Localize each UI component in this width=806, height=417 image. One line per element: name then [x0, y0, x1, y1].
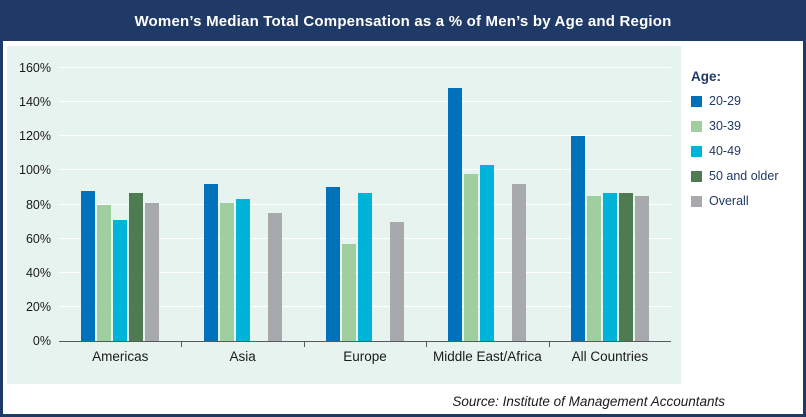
bar-50-and-older	[618, 192, 633, 341]
legend-title: Age:	[691, 69, 721, 84]
chart-content: Americas Asia Europe Middle East/Africa All …	[3, 41, 803, 388]
gridline	[59, 169, 671, 171]
bar-group: All Countries	[549, 68, 671, 364]
legend-swatch	[691, 145, 702, 157]
legend-label: Overall	[709, 194, 749, 208]
bar-20-29	[326, 187, 341, 341]
legend-label: 40-49	[709, 144, 741, 158]
legend-item: 30-39	[691, 119, 797, 133]
x-axis-boundary-tick	[426, 341, 428, 347]
chart-panel: Americas Asia Europe Middle East/Africa All …	[7, 46, 681, 384]
legend-item: Overall	[691, 194, 797, 208]
y-axis-tick-label: 20%	[25, 299, 51, 314]
legend: Age: 20-29 30-39 40-49 50 and older Overall	[681, 41, 803, 388]
legend-item: 50 and older	[691, 169, 797, 183]
y-axis-tick-label: 60%	[25, 231, 51, 246]
bar-30-39	[586, 195, 601, 341]
gridline	[59, 135, 671, 137]
bar-30-39	[342, 243, 357, 341]
legend-swatch	[691, 195, 702, 207]
bar-overall	[145, 202, 160, 341]
bar-40-49	[235, 199, 250, 341]
y-axis-tick-label: 160%	[19, 61, 51, 75]
bar-20-29	[81, 190, 96, 341]
x-axis-boundary-tick	[303, 341, 305, 347]
legend-item: 40-49	[691, 144, 797, 158]
bar-30-39	[464, 173, 479, 341]
legend-label: 30-39	[709, 119, 741, 133]
y-axis-tick-label: 0%	[32, 334, 51, 348]
bar-40-49	[113, 219, 128, 341]
legend-label: 50 and older	[709, 169, 779, 183]
source-text: Source: Institute of Management Accounta…	[452, 393, 725, 409]
bar-overall	[267, 213, 282, 341]
y-axis-tick-label: 120%	[19, 129, 51, 144]
y-axis-tick-label: 40%	[25, 265, 51, 280]
bar-group: Middle East/Africa	[426, 68, 548, 364]
footer: Source: Institute of Management Accounta…	[3, 388, 803, 414]
bar-group: Americas	[59, 68, 181, 364]
bar-30-39	[97, 204, 112, 341]
legend-label: 20-29	[709, 94, 741, 108]
legend-items: 20-29 30-39 40-49 50 and older Overall	[691, 94, 797, 208]
bar-20-29	[448, 88, 463, 341]
bar-overall	[634, 195, 649, 341]
y-axis-tick-label: 100%	[19, 163, 51, 178]
x-axis-label: Asia	[229, 349, 256, 364]
chart-title: Women’s Median Total Compensation as a %…	[3, 3, 803, 41]
gridline	[59, 101, 671, 103]
x-axis-label: Americas	[92, 349, 149, 364]
y-axis-tick-label: 140%	[19, 95, 51, 110]
x-axis-boundary-tick	[181, 341, 183, 347]
bar-30-39	[219, 202, 234, 341]
bar-20-29	[203, 184, 218, 341]
x-axis-label: Europe	[343, 349, 387, 364]
legend-swatch	[691, 170, 702, 182]
legend-swatch	[691, 95, 702, 107]
gridline	[59, 67, 671, 68]
bar-20-29	[570, 136, 585, 341]
bar-group: Europe	[304, 68, 426, 364]
bar-groups: Americas Asia Europe Middle East/Africa All …	[59, 68, 671, 364]
bar-group: Asia	[181, 68, 303, 364]
x-axis-boundary-tick	[548, 341, 550, 347]
legend-item: 20-29	[691, 94, 797, 108]
y-axis-tick-label: 80%	[25, 197, 51, 212]
bar-40-49	[480, 165, 495, 341]
x-axis-label: Middle East/Africa	[433, 349, 542, 364]
bar-40-49	[602, 192, 617, 341]
bar-50-and-older	[129, 192, 144, 341]
bar-overall	[390, 221, 405, 341]
x-axis-label: All Countries	[571, 349, 649, 364]
plot-area: Americas Asia Europe Middle East/Africa All …	[19, 61, 671, 364]
bar-overall	[512, 184, 527, 341]
bar-40-49	[358, 192, 373, 341]
legend-swatch	[691, 120, 702, 132]
